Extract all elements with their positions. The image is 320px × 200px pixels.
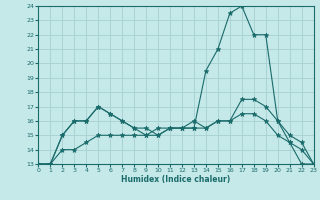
X-axis label: Humidex (Indice chaleur): Humidex (Indice chaleur) <box>121 175 231 184</box>
